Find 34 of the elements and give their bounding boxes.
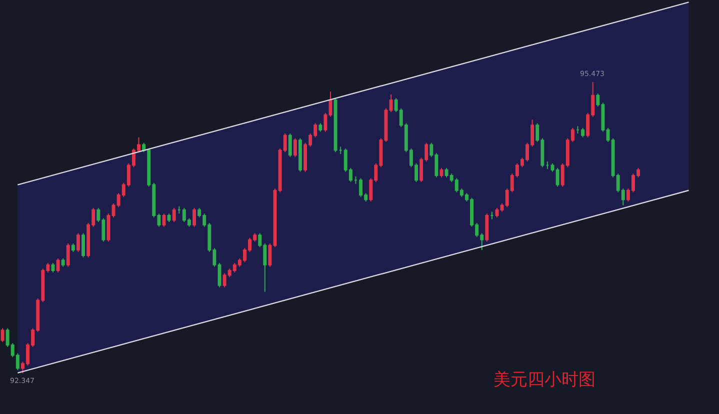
candlestick [61, 258, 65, 268]
text: 美元四小时图 [493, 370, 596, 390]
candlestick [268, 242, 272, 268]
candlestick [56, 258, 60, 273]
candlestick [0, 328, 4, 343]
candlestick [556, 168, 560, 188]
candlestick [66, 242, 70, 268]
candlestick [495, 208, 499, 218]
candlestick [338, 146, 342, 155]
candlestick [324, 112, 328, 132]
candlestick [328, 91, 332, 118]
candlestick [334, 98, 338, 153]
candlestick [76, 232, 80, 252]
candlestick [106, 213, 110, 242]
candlestick [485, 213, 489, 242]
candlestick [71, 242, 75, 252]
candlestick [550, 162, 554, 172]
candlestick [546, 160, 550, 170]
candlestick [51, 262, 55, 273]
candlestick [192, 208, 196, 228]
candlestick [389, 94, 393, 113]
candlestick [293, 138, 297, 158]
candlestick [288, 133, 292, 158]
candlestick [298, 138, 302, 172]
candlestick [167, 213, 171, 223]
candlestick [576, 126, 580, 134]
candlestick [581, 127, 584, 138]
candlestick [82, 232, 85, 258]
candlestick [318, 122, 322, 132]
candlestick [490, 211, 494, 220]
candlestick [172, 208, 176, 223]
candlestick [177, 206, 181, 214]
candlestick [440, 168, 444, 178]
candlestick [354, 176, 358, 184]
